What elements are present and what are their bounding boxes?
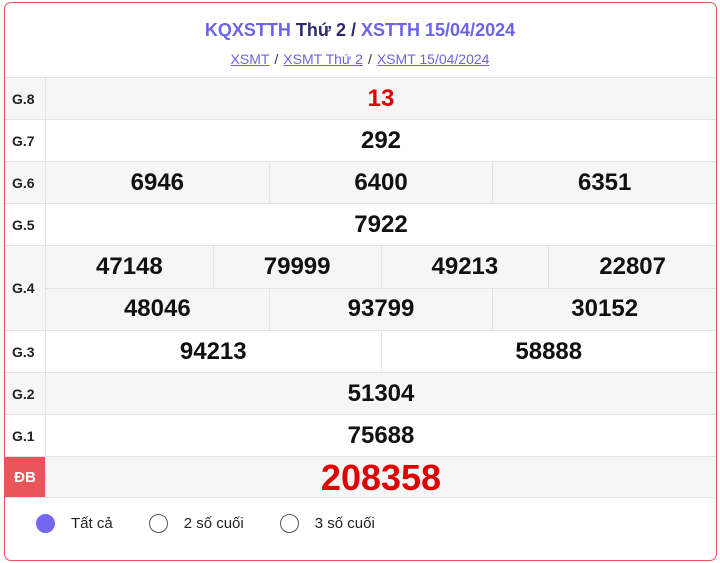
prize-number: 47148 xyxy=(96,252,163,280)
prize-label: G.7 xyxy=(5,120,46,161)
prize-number: 51304 xyxy=(347,379,415,407)
prize-label: G.8 xyxy=(5,78,46,119)
option-all[interactable]: Tất cả xyxy=(36,514,113,533)
prize-row-special: ĐB 208358 xyxy=(5,456,716,498)
radio-icon[interactable] xyxy=(148,514,168,533)
prize-number: 22807 xyxy=(548,246,716,288)
special-prize-number: 208358 xyxy=(320,457,442,498)
radio-selected-icon[interactable] xyxy=(36,514,55,533)
title-separator: / xyxy=(350,20,356,40)
option-last-3[interactable]: 3 số cuối xyxy=(279,514,375,533)
prize-row-g7: G.7 292 xyxy=(5,119,716,161)
option-label: Tất cả xyxy=(71,515,113,532)
option-label: 2 số cuối xyxy=(183,515,244,532)
prize-number: 292 xyxy=(360,126,402,154)
option-last-2[interactable]: 2 số cuối xyxy=(148,514,244,533)
breadcrumb-separator: / xyxy=(274,51,279,67)
page-title: KQXSTTH Thứ 2 / XSTTH 15/04/2024 xyxy=(0,20,720,41)
prize-number: 6351 xyxy=(492,162,716,203)
prize-number: 75688 xyxy=(347,421,415,449)
results-table: G.8 13 G.7 292 G.6 6946 6400 6351 G.5 7922 G.4… xyxy=(5,77,716,498)
display-options: Tất cả 2 số cuối 3 số cuối xyxy=(36,514,411,533)
prize-label: G.1 xyxy=(5,415,46,456)
prize-number: 93799 xyxy=(268,288,493,330)
prize-number: 48046 xyxy=(123,295,191,323)
prize-row-g1: G.1 75688 xyxy=(5,414,716,456)
prize-number: 94213 xyxy=(179,337,247,365)
prize-number: 30152 xyxy=(492,288,716,330)
prize-label: G.6 xyxy=(5,162,46,203)
breadcrumb-xsmt[interactable]: XSMT xyxy=(230,51,270,67)
prize-row-g6: G.6 6946 6400 6351 xyxy=(5,161,716,203)
prize-number: 7922 xyxy=(354,210,408,238)
results-card xyxy=(4,2,717,561)
prize-number: 13 xyxy=(367,84,395,112)
prize-number: 6400 xyxy=(268,162,493,203)
option-label: 3 số cuối xyxy=(314,515,375,532)
prize-number: 79999 xyxy=(212,246,381,288)
prize-row-g2: G.2 51304 xyxy=(5,372,716,414)
breadcrumb-xsmt-day[interactable]: XSMT Thứ 2 xyxy=(283,51,363,67)
prize-number: 49213 xyxy=(380,246,549,288)
prize-row-g5: G.5 7922 xyxy=(5,203,716,245)
prize-label: G.2 xyxy=(5,373,46,414)
title-day: Thứ 2 xyxy=(295,20,346,40)
radio-icon[interactable] xyxy=(279,514,299,533)
prize-label: G.5 xyxy=(5,204,46,245)
special-prize-label: ĐB xyxy=(5,457,46,497)
breadcrumb-xsmt-date[interactable]: XSMT 15/04/2024 xyxy=(376,51,490,67)
title-date-link[interactable]: XSTTH 15/04/2024 xyxy=(361,20,516,40)
prize-row-g3: G.3 94213 58888 xyxy=(5,330,716,372)
prize-number: 6946 xyxy=(130,168,185,196)
prize-row-g4: G.4 47148 79999 49213 22807 48046 93799 30152 xyxy=(5,245,716,330)
prize-label: G.3 xyxy=(5,331,46,372)
prize-number: 58888 xyxy=(380,331,717,372)
prize-row-g8: G.8 13 xyxy=(5,77,716,119)
title-link[interactable]: KQXSTTH xyxy=(204,20,291,40)
prize-label: G.4 xyxy=(5,246,46,330)
breadcrumb: XSMT / XSMT Thứ 2/XSMT 15/04/2024 xyxy=(0,51,720,67)
breadcrumb-separator: / xyxy=(367,51,372,67)
